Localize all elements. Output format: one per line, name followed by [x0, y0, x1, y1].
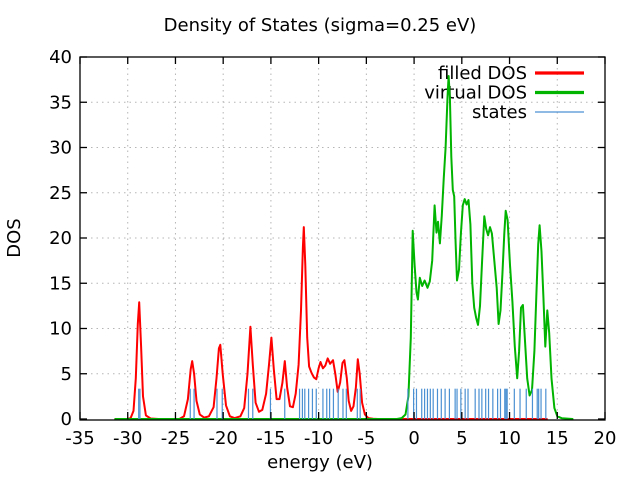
x-tick-label: -5	[357, 428, 375, 449]
x-tick-label: -35	[65, 428, 94, 449]
x-tick-label: 20	[594, 428, 617, 449]
x-tick-label: 0	[408, 428, 419, 449]
y-tick-label: 25	[49, 183, 72, 204]
y-tick-label: 30	[49, 138, 72, 159]
y-tick-label: 5	[61, 364, 72, 385]
y-tick-label: 15	[49, 273, 72, 294]
x-tick-label: -30	[113, 428, 142, 449]
legend-label-filled-dos: filled DOS	[438, 63, 527, 84]
y-tick-label: 35	[49, 92, 72, 113]
y-tick-label: 20	[49, 228, 72, 249]
x-tick-label: -15	[256, 428, 285, 449]
x-tick-label: -10	[304, 428, 333, 449]
y-axis-label: DOS	[4, 218, 25, 257]
x-tick-label: 10	[498, 428, 521, 449]
virtual-dos-curve	[114, 75, 574, 420]
x-tick-label: 5	[456, 428, 467, 449]
x-tick-label: -25	[161, 428, 190, 449]
y-tick-label: 0	[61, 409, 72, 430]
x-axis-label: energy (eV)	[267, 452, 373, 473]
chart-title: Density of States (sigma=0.25 eV)	[164, 15, 477, 36]
x-tick-label: -20	[208, 428, 237, 449]
filled-dos-curve	[114, 226, 548, 420]
y-tick-label: 40	[49, 47, 72, 68]
x-tick-label: 15	[546, 428, 569, 449]
legend-label-states: states	[472, 102, 527, 123]
legend-label-virtual-dos: virtual DOS	[424, 83, 527, 104]
y-tick-label: 10	[49, 319, 72, 340]
